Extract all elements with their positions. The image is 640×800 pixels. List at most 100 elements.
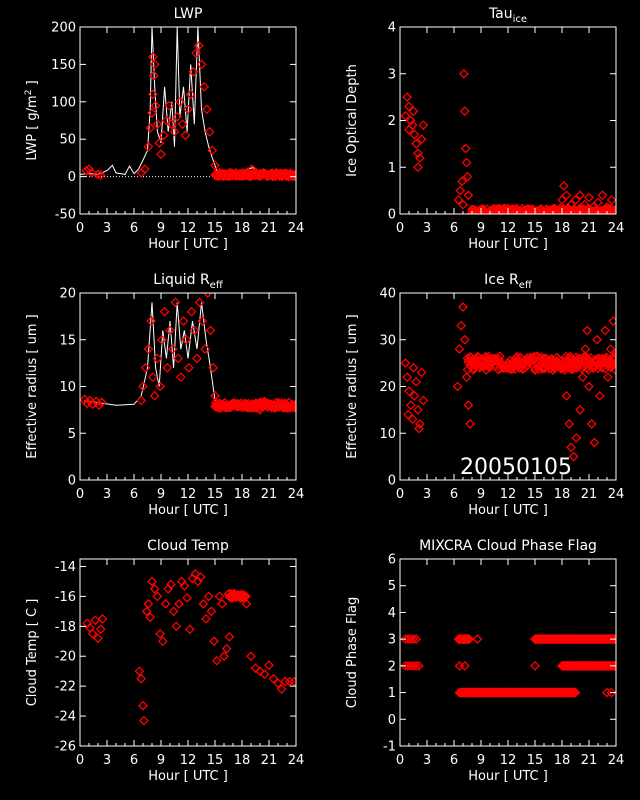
data-point xyxy=(147,89,158,100)
chart-title-subscript: ice xyxy=(513,14,527,25)
data-point xyxy=(411,138,422,149)
data-point xyxy=(152,591,163,602)
data-point xyxy=(166,119,177,130)
data-point xyxy=(203,591,214,602)
data-point xyxy=(485,357,495,368)
data-point xyxy=(174,96,185,107)
data-point xyxy=(409,390,420,401)
data-point xyxy=(145,123,156,133)
data-point xyxy=(418,395,429,406)
x-tick-label: 9 xyxy=(477,487,485,502)
data-point xyxy=(198,598,209,609)
x-tick-label: 21 xyxy=(261,487,278,502)
data-point xyxy=(454,660,465,671)
data-point xyxy=(141,606,152,617)
data-point xyxy=(86,167,97,178)
data-point xyxy=(161,115,172,126)
data-point xyxy=(152,353,163,364)
y-tick-label: 0 xyxy=(388,208,396,223)
data-point xyxy=(80,394,90,405)
chart-title-main: MIXCRA Cloud Phase Flag xyxy=(419,538,597,554)
x-tick-label: 3 xyxy=(423,753,431,768)
data-point xyxy=(155,381,166,392)
data-point xyxy=(582,325,593,336)
data-point xyxy=(93,169,103,180)
data-point xyxy=(165,325,175,336)
data-point xyxy=(145,612,156,623)
x-tick-label: 0 xyxy=(76,753,84,768)
y-tick-label: -22 xyxy=(55,680,76,695)
y-axis-label-main: LWP [ g/m xyxy=(25,95,40,160)
x-tick-label: 3 xyxy=(103,753,111,768)
data-point xyxy=(460,143,471,154)
x-tick-label: 12 xyxy=(180,221,197,236)
chart-title: LWP xyxy=(174,6,203,22)
chart-title: MIXCRA Cloud Phase Flag xyxy=(419,538,597,554)
data-point xyxy=(179,581,190,591)
data-point xyxy=(413,404,423,415)
data-point xyxy=(416,367,427,378)
y-tick-label: 0 xyxy=(388,713,396,728)
y-tick-label: -1 xyxy=(383,740,396,755)
chart-title: Ice Reff xyxy=(484,272,533,291)
data-point xyxy=(210,160,220,171)
y-tick-label: 1 xyxy=(388,686,396,701)
x-tick-label: 15 xyxy=(527,753,544,768)
y-axis-label-superscript: 2 xyxy=(24,90,34,96)
data-point xyxy=(521,357,531,368)
data-point xyxy=(521,687,531,698)
x-tick-label: 0 xyxy=(76,221,84,236)
data-point xyxy=(149,584,160,594)
data-point xyxy=(97,613,108,624)
data-point xyxy=(609,660,616,671)
data-point xyxy=(566,442,576,453)
data-point xyxy=(571,433,582,443)
data-point xyxy=(606,687,616,698)
data-point xyxy=(246,651,256,662)
data-point xyxy=(201,104,212,115)
data-point xyxy=(143,598,154,609)
data-point xyxy=(557,195,567,205)
data-point xyxy=(241,598,252,609)
y-axis-label: Ice Optical Depth xyxy=(345,64,360,177)
data-point xyxy=(594,390,605,401)
data-point xyxy=(259,669,270,680)
data-point xyxy=(185,89,196,100)
y-tick-label: -18 xyxy=(55,620,76,635)
data-point xyxy=(96,397,107,408)
data-point xyxy=(539,687,549,698)
y-tick-label: -20 xyxy=(55,650,76,665)
x-tick-label: 0 xyxy=(76,487,84,502)
data-point xyxy=(592,334,603,345)
y-tick-label: 10 xyxy=(59,380,76,395)
x-tick-label: 24 xyxy=(288,221,305,236)
data-point xyxy=(570,195,581,205)
data-point xyxy=(206,606,217,617)
x-tick-label: 18 xyxy=(234,753,251,768)
data-point xyxy=(81,165,92,176)
data-point xyxy=(149,390,160,401)
x-tick-label: 9 xyxy=(157,221,165,236)
data-point xyxy=(192,353,202,364)
x-tick-label: 15 xyxy=(207,487,224,502)
chart-title-subscript: eff xyxy=(519,280,533,291)
y-tick-label: 0 xyxy=(68,474,76,489)
x-tick-label: 12 xyxy=(500,221,517,236)
data-point xyxy=(584,192,594,203)
data-point xyxy=(169,126,180,137)
y-axis-label-end: ] xyxy=(25,80,40,89)
data-point xyxy=(584,634,594,645)
x-tick-label: 0 xyxy=(396,487,404,502)
plot-frame xyxy=(399,26,617,215)
y-axis-label-main: Cloud Phase Flag xyxy=(345,597,360,709)
series-line xyxy=(80,27,296,176)
y-tick-label: 40 xyxy=(379,287,396,302)
data-point xyxy=(602,660,612,671)
data-point xyxy=(146,316,157,326)
data-point xyxy=(467,358,477,369)
data-point xyxy=(90,615,101,626)
dense-point xyxy=(611,660,616,671)
x-tick-label: 15 xyxy=(207,753,224,768)
